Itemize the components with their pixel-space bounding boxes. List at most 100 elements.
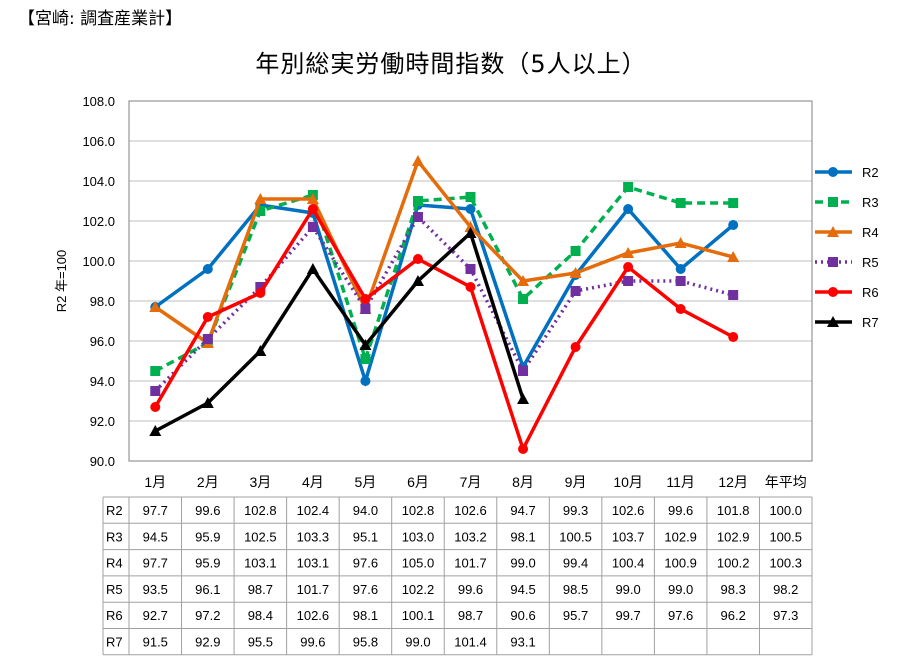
table-row-label: R6 bbox=[106, 608, 123, 623]
series-line-R7 bbox=[154, 229, 525, 433]
marker-R4 bbox=[827, 226, 839, 237]
table-cell: 102.6 bbox=[454, 503, 487, 518]
x-tick-label: 7月 bbox=[460, 474, 482, 490]
marker-R2 bbox=[360, 376, 371, 386]
table-cell: 100.4 bbox=[612, 556, 645, 571]
table-cell: 95.1 bbox=[353, 529, 378, 544]
table-cell: 102.8 bbox=[402, 503, 435, 518]
table-cell: 101.7 bbox=[454, 556, 487, 571]
table-cell: 93.5 bbox=[143, 582, 168, 597]
marker-R3 bbox=[360, 354, 371, 364]
table-cell: 100.5 bbox=[769, 529, 802, 544]
marker-R3 bbox=[518, 294, 529, 304]
y-tick-label: 106.0 bbox=[82, 134, 115, 149]
table-cell: 99.6 bbox=[195, 503, 220, 518]
table-cell: 92.9 bbox=[195, 635, 220, 650]
table-cell: 99.3 bbox=[563, 503, 588, 518]
table-cell: 96.1 bbox=[195, 582, 220, 597]
table-cell: 98.1 bbox=[353, 608, 378, 623]
marker-R3 bbox=[675, 198, 686, 208]
marker-R5 bbox=[150, 386, 161, 396]
legend-label-R7: R7 bbox=[862, 315, 879, 330]
x-tick-label: 1月 bbox=[144, 474, 166, 490]
table-cell: 102.6 bbox=[612, 503, 645, 518]
marker-R5 bbox=[412, 212, 423, 222]
table-cell: 98.3 bbox=[721, 582, 746, 597]
table-cell: 97.3 bbox=[773, 608, 798, 623]
y-tick-label: 98.0 bbox=[90, 294, 115, 309]
table-cell: 90.6 bbox=[510, 608, 535, 623]
marker-R4 bbox=[569, 267, 582, 278]
table-cell: 102.2 bbox=[402, 582, 435, 597]
y-tick-label: 104.0 bbox=[82, 174, 115, 189]
marker-R7 bbox=[359, 339, 372, 350]
marker-R4 bbox=[517, 275, 530, 286]
x-tick-label: 9月 bbox=[565, 474, 587, 490]
marker-R5 bbox=[465, 264, 476, 274]
marker-R6 bbox=[465, 282, 476, 292]
table-cell: 103.7 bbox=[612, 529, 645, 544]
series-line-R5 bbox=[154, 214, 734, 393]
marker-R7 bbox=[254, 345, 267, 356]
x-tick-label: 11月 bbox=[666, 474, 695, 490]
marker-R5 bbox=[518, 366, 529, 376]
marker-R5 bbox=[255, 282, 266, 292]
marker-R6 bbox=[828, 287, 838, 297]
table-cell: 100.0 bbox=[769, 503, 802, 518]
marker-R2 bbox=[623, 204, 634, 214]
table-cell: 99.6 bbox=[458, 582, 483, 597]
marker-R4 bbox=[306, 193, 319, 204]
marker-R4 bbox=[464, 221, 477, 232]
y-tick-label: 90.0 bbox=[90, 454, 115, 469]
table-cell: 100.2 bbox=[717, 556, 750, 571]
legend-label-R6: R6 bbox=[862, 285, 879, 300]
table-cell: 103.3 bbox=[297, 529, 330, 544]
marker-R5 bbox=[360, 304, 371, 314]
y-axis-label: R2 年=100 bbox=[54, 250, 69, 313]
legend-label-R2: R2 bbox=[862, 165, 879, 180]
table-cell: 95.9 bbox=[195, 529, 220, 544]
marker-R5 bbox=[623, 276, 634, 286]
series-line-R6 bbox=[153, 205, 735, 454]
marker-R7 bbox=[149, 425, 162, 436]
table-cell: 98.2 bbox=[773, 582, 798, 597]
table-cell: 103.0 bbox=[402, 529, 435, 544]
marker-R6 bbox=[255, 288, 266, 298]
marker-R6 bbox=[623, 262, 634, 272]
table-cell: 97.6 bbox=[353, 556, 378, 571]
x-tick-label: 2月 bbox=[197, 474, 219, 490]
table-cell: 102.6 bbox=[297, 608, 330, 623]
table-cell: 99.4 bbox=[563, 556, 588, 571]
marker-R6 bbox=[307, 204, 318, 214]
table-cell: 99.0 bbox=[405, 635, 430, 650]
marker-R7 bbox=[517, 393, 530, 404]
table-cell: 101.7 bbox=[297, 582, 330, 597]
table-cell: 94.7 bbox=[510, 503, 535, 518]
marker-R7 bbox=[306, 263, 319, 274]
legend-label-R5: R5 bbox=[862, 255, 879, 270]
marker-R5 bbox=[728, 290, 739, 300]
table-cell: 102.8 bbox=[244, 503, 277, 518]
table-cell: 99.0 bbox=[668, 582, 693, 597]
x-tick-label: 4月 bbox=[302, 474, 324, 490]
table-cell: 99.0 bbox=[510, 556, 535, 571]
table-cell: 97.2 bbox=[195, 608, 220, 623]
series-line-R4 bbox=[154, 157, 734, 346]
table-cell: 94.5 bbox=[510, 582, 535, 597]
x-tick-label: 8月 bbox=[512, 474, 534, 490]
table-cell: 99.6 bbox=[300, 635, 325, 650]
series-line-R3 bbox=[154, 184, 734, 373]
table-cell: 98.4 bbox=[248, 608, 273, 623]
table-cell: 101.4 bbox=[454, 635, 487, 650]
x-tick-label: 10月 bbox=[613, 474, 643, 490]
table-cell: 97.7 bbox=[143, 556, 168, 571]
table-cell: 102.5 bbox=[244, 529, 277, 544]
table-row-label: R4 bbox=[106, 556, 123, 571]
table-row-label: R7 bbox=[106, 635, 123, 650]
table-row-label: R5 bbox=[106, 582, 123, 597]
marker-R6 bbox=[570, 342, 581, 352]
marker-R3 bbox=[623, 182, 634, 192]
region-header: 【宮崎: 調査産業計】 bbox=[18, 9, 183, 29]
legend-label-R4: R4 bbox=[862, 225, 879, 240]
